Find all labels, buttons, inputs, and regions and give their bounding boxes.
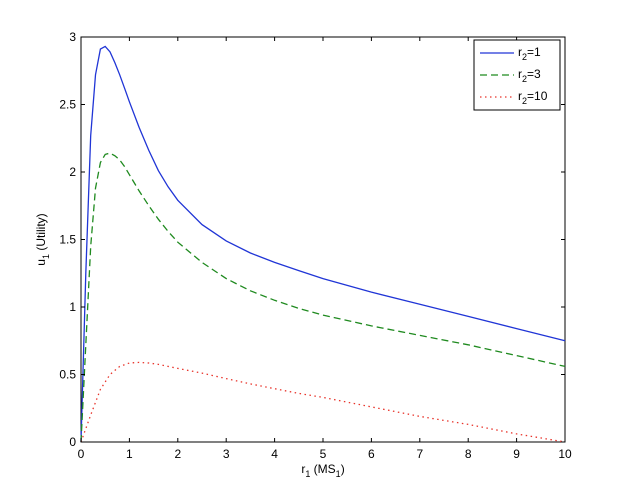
y-tick-label: 0 (69, 435, 76, 449)
x-tick-label: 4 (271, 447, 278, 461)
y-tick-label: 1 (69, 300, 76, 314)
x-axis-label-close: ) (341, 462, 345, 476)
x-tick-label: 2 (174, 447, 181, 461)
y-tick-label: 2.5 (59, 98, 76, 112)
legend-label-r2-3: r2=3 (518, 67, 541, 84)
series-layer (80, 45, 566, 443)
x-tick-label: 3 (223, 447, 230, 461)
x-axis-label-main: r (301, 462, 305, 476)
x-tick-label: 9 (513, 447, 520, 461)
x-axis-label-units-subscript: 1 (336, 469, 341, 479)
x-tick-label: 5 (320, 447, 327, 461)
legend-label-r2-10: r2=10 (518, 89, 548, 106)
y-axis-label: u1 (Utility) (34, 213, 51, 265)
x-tick-label: 1 (126, 447, 133, 461)
x-tick-label: 6 (368, 447, 375, 461)
y-axis-label-subscript: 1 (41, 254, 51, 259)
tick-labels: 0 1 2 3 4 5 6 7 8 9 10 0 0.5 1 1.5 2 2.5 3 (59, 30, 572, 461)
x-tick-label: 0 (78, 447, 85, 461)
x-axis-label-subscript: 1 (305, 469, 310, 479)
x-axis-label-units: (MS (310, 462, 335, 476)
y-axis-label-main: u (34, 259, 48, 266)
x-axis-label: r1 (MS1) (301, 462, 344, 479)
y-tick-label: 3 (69, 30, 76, 44)
x-tick-label: 10 (558, 447, 572, 461)
y-tick-label: 1.5 (59, 233, 76, 247)
legend-label-r2-1: r2=1 (518, 45, 541, 62)
series-line-0 (80, 45, 566, 443)
series-line-2 (80, 361, 566, 443)
x-tick-label: 8 (465, 447, 472, 461)
series-line-1 (80, 152, 566, 443)
legend: r2=1 r2=3 r2=10 (473, 39, 561, 111)
y-tick-label: 0.5 (59, 368, 76, 382)
y-axis-label-desc: (Utility) (34, 213, 48, 254)
axis-ticks (80, 36, 566, 443)
x-tick-label: 7 (416, 447, 423, 461)
y-tick-label: 2 (69, 165, 76, 179)
legend-box (473, 39, 561, 111)
